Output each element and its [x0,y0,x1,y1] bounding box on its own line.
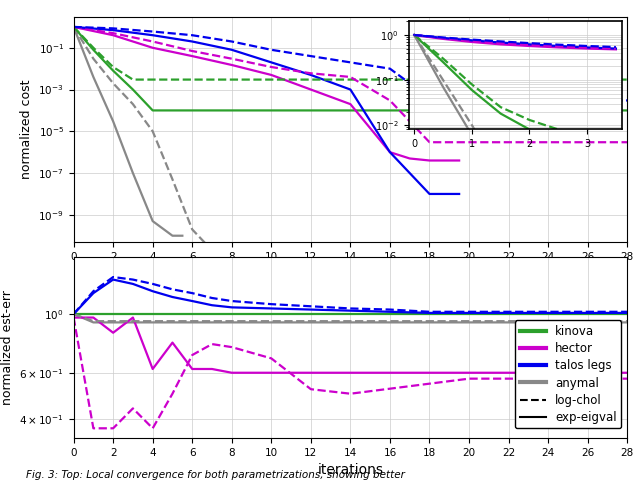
Y-axis label: normalized est-err: normalized est-err [1,290,13,405]
X-axis label: iterations: iterations [317,463,383,477]
Y-axis label: normalized cost: normalized cost [20,80,33,179]
Legend: kinova, hector, talos legs, anymal, log-chol, exp-eigval: kinova, hector, talos legs, anymal, log-… [515,320,621,428]
Text: Fig. 3: Top: Local convergence for both parametrizations, showing better: Fig. 3: Top: Local convergence for both … [26,470,404,480]
